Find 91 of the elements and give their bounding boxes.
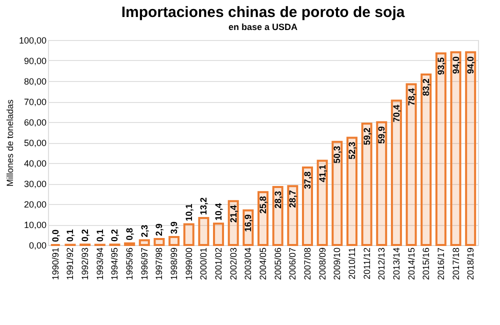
x-tick-label: 2011/12 [362, 248, 372, 280]
bar [435, 52, 446, 246]
data-label: 13,2 [198, 197, 209, 215]
data-label: 28,7 [288, 190, 298, 208]
data-label: 0,2 [80, 229, 90, 242]
x-tick-label: 2002/03 [228, 248, 238, 280]
x-tick-label: 2004/05 [258, 248, 268, 280]
bar [287, 185, 298, 246]
x-tick-label: 1995/96 [124, 248, 135, 280]
bar [332, 140, 343, 246]
bar [465, 51, 476, 246]
data-label: 0,1 [94, 229, 105, 242]
x-tick-label: 2000/01 [198, 248, 209, 280]
x-tick-label: 2010/11 [346, 248, 357, 280]
y-tick-label: 80,00 [24, 76, 46, 86]
data-label: 94,0 [466, 56, 476, 74]
x-tick-label: 1994/95 [110, 248, 120, 280]
x-tick-label: 1998/99 [169, 248, 180, 280]
data-label: 28,3 [272, 190, 283, 209]
data-label: 0,2 [110, 229, 120, 242]
x-tick-label: 1997/98 [154, 248, 164, 280]
bar [346, 136, 358, 246]
bar [168, 236, 180, 246]
x-tick-label: 2008/09 [317, 248, 328, 280]
data-label: 2,3 [139, 224, 150, 238]
x-tick-label: 2016/17 [436, 248, 446, 280]
x-tick-label: 2015/16 [421, 248, 432, 280]
x-tick-label: 1992/93 [80, 248, 90, 280]
x-tick-label: 1993/94 [94, 248, 105, 280]
y-tick-label: 40,00 [24, 158, 46, 168]
data-label: 25,8 [258, 196, 268, 214]
bar [316, 160, 328, 246]
data-label: 83,2 [421, 78, 432, 96]
data-label: 50,3 [332, 146, 342, 164]
data-label: 94,0 [450, 56, 461, 74]
bar [183, 223, 194, 246]
y-tick-label: 90,00 [24, 56, 46, 66]
bar [213, 222, 224, 246]
x-tick-label: 2018/19 [466, 248, 476, 280]
data-label: 10,1 [184, 204, 194, 222]
data-label: 0,8 [124, 228, 135, 240]
x-tick-label: 1991/92 [65, 248, 76, 280]
data-label: 0,1 [65, 229, 76, 242]
x-tick-label: 2003/04 [243, 248, 254, 280]
bar [302, 166, 313, 246]
y-axis-title: Millones de toneladas [4, 98, 15, 187]
x-tick-label: 2001/02 [214, 248, 224, 280]
data-label: 59,2 [362, 128, 372, 146]
data-label: 41,1 [317, 164, 328, 182]
x-tick-label: 2009/10 [332, 248, 342, 280]
bar [406, 83, 417, 246]
y-tick-label: 10,00 [24, 220, 46, 230]
x-tick-label: 1999/00 [184, 248, 194, 280]
data-label: 59,9 [376, 126, 387, 144]
data-label: 2,9 [154, 224, 164, 236]
bar [138, 239, 150, 246]
data-label: 10,4 [214, 203, 224, 221]
y-tick-label: 20,00 [24, 200, 46, 210]
bar [420, 73, 432, 246]
data-label: 3,9 [169, 221, 180, 234]
y-tick-label: 30,00 [24, 179, 46, 189]
bar [390, 100, 402, 246]
x-tick-label: 2017/18 [450, 248, 461, 280]
bar [198, 216, 210, 246]
data-label: 93,5 [436, 57, 446, 75]
bar [376, 121, 388, 246]
bar [361, 122, 372, 246]
x-tick-label: 2014/15 [406, 248, 416, 280]
data-label: 78,4 [406, 88, 416, 106]
x-tick-label: 2006/07 [288, 248, 298, 280]
y-tick-label: 100,00 [18, 36, 46, 46]
x-tick-label: 2013/14 [391, 248, 402, 280]
x-tick-label: 1996/97 [139, 248, 150, 280]
bar [450, 51, 462, 246]
chart-title: Importaciones chinas de poroto de soja [121, 4, 406, 21]
y-tick-label: 0,00 [28, 240, 46, 250]
data-label: 70,4 [391, 104, 402, 122]
x-tick-label: 2005/06 [272, 248, 283, 280]
data-label: 21,4 [228, 205, 238, 223]
data-label: 37,8 [302, 172, 312, 190]
y-tick-label: 70,00 [24, 97, 46, 107]
x-tick-label: 1990/91 [50, 248, 60, 280]
x-tick-label: 2007/08 [302, 248, 312, 280]
y-tick-label: 50,00 [24, 138, 46, 148]
y-tick-label: 60,00 [24, 118, 46, 128]
data-label: 52,3 [346, 142, 357, 160]
data-label: 0,0 [50, 229, 60, 242]
chart-subtitle: en base a USDA [228, 22, 298, 32]
bar [154, 238, 165, 246]
x-tick-label: 2012/13 [376, 248, 387, 280]
data-label: 16,9 [243, 214, 254, 232]
